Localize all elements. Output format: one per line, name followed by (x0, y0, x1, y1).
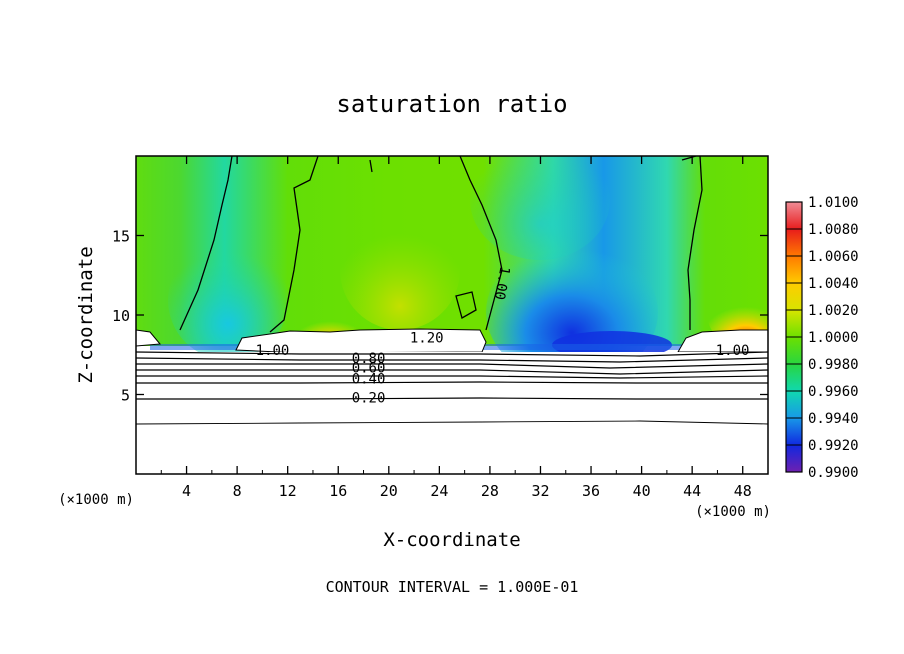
colorbar-tick-label: 0.9920 (808, 438, 859, 454)
colorbar-segment (786, 283, 802, 311)
x-tick-label: 16 (329, 482, 347, 500)
colorbar-segment (786, 445, 802, 473)
cyan-region-left (168, 240, 288, 360)
y-tick-label: 5 (121, 387, 130, 405)
y-tick-label: 10 (112, 307, 130, 325)
x-axis-ticks: 4 8 12 16 20 24 28 32 36 40 44 48 (160, 156, 752, 500)
contour-label: 1.00 (256, 343, 290, 359)
x-tick-label: 12 (279, 482, 297, 500)
contour-label: 0.40 (352, 372, 386, 388)
x-tick-label: 4 (182, 482, 191, 500)
chart-title: saturation ratio (336, 90, 567, 118)
contour-label: 1.00 (491, 265, 513, 301)
colorbar-tick-label: 1.0020 (808, 303, 859, 319)
colorbar: 1.0100 1.0080 1.0060 1.0040 1.0020 1.0000 0.99… (785, 195, 859, 481)
contour-lines-lower (136, 351, 768, 425)
x-tick-label: 36 (582, 482, 600, 500)
contour-interval-footer: CONTOUR INTERVAL = 1.000E-01 (326, 578, 579, 596)
colorbar-tick-label: 0.9940 (808, 411, 859, 427)
cloud-region-left (136, 329, 161, 347)
contour-label: 1.20 (410, 330, 444, 346)
x-axis-label: X-coordinate (383, 529, 520, 551)
x-unit-label: (×1000 m) (695, 504, 771, 520)
x-tick-label: 44 (683, 482, 701, 500)
y-axis-ticks: 5 10 15 (112, 228, 768, 405)
contour-label: 1.00 (716, 343, 750, 359)
colorbar-tick-label: 0.9980 (808, 357, 859, 373)
x-tick-label: 8 (233, 482, 242, 500)
contour-label: 0.80 (352, 351, 386, 367)
yellow-region-mid (340, 210, 460, 330)
colorbar-tick-label: 0.9900 (808, 465, 859, 481)
cyan-region-upper (470, 156, 610, 260)
colorbar-tick-label: 1.0100 (808, 195, 859, 211)
x-tick-label: 40 (633, 482, 651, 500)
colorbar-segment (786, 229, 802, 257)
y-axis-label: Z-coordinate (75, 246, 97, 383)
colorbar-segment (786, 337, 802, 365)
colorbar-segment (786, 256, 802, 284)
colorbar-segment (786, 391, 802, 419)
contour-labels: 1.20 1.00 0.800.600.40 0.20 1.00 1.00 (256, 265, 750, 407)
y-tick-label: 15 (112, 228, 130, 246)
colorbar-tick-label: 1.0080 (808, 222, 859, 238)
colorbar-segment (786, 202, 802, 230)
colorbar-segment (786, 364, 802, 392)
plot-area: 1.20 1.00 0.800.600.40 0.20 1.00 1.00 (136, 156, 768, 474)
contour-lines-upper (179, 156, 703, 333)
y-unit-label: (×1000 m) (58, 492, 134, 508)
x-tick-label: 24 (430, 482, 448, 500)
x-tick-label: 28 (481, 482, 499, 500)
x-tick-label: 20 (380, 482, 398, 500)
x-tick-label: 32 (531, 482, 549, 500)
colorbar-segment (786, 418, 802, 446)
colorbar-tick-label: 1.0040 (808, 276, 859, 292)
contour-label: 0.20 (352, 391, 386, 407)
colorbar-tick-label: 1.0000 (808, 330, 859, 346)
cloud-region-right (677, 329, 768, 353)
colorbar-tick-label: 1.0060 (808, 249, 859, 265)
x-tick-label: 48 (734, 482, 752, 500)
colorbar-segment (786, 310, 802, 338)
colorbar-tick-label: 0.9960 (808, 384, 859, 400)
contour-label: 0.60 (352, 360, 386, 376)
